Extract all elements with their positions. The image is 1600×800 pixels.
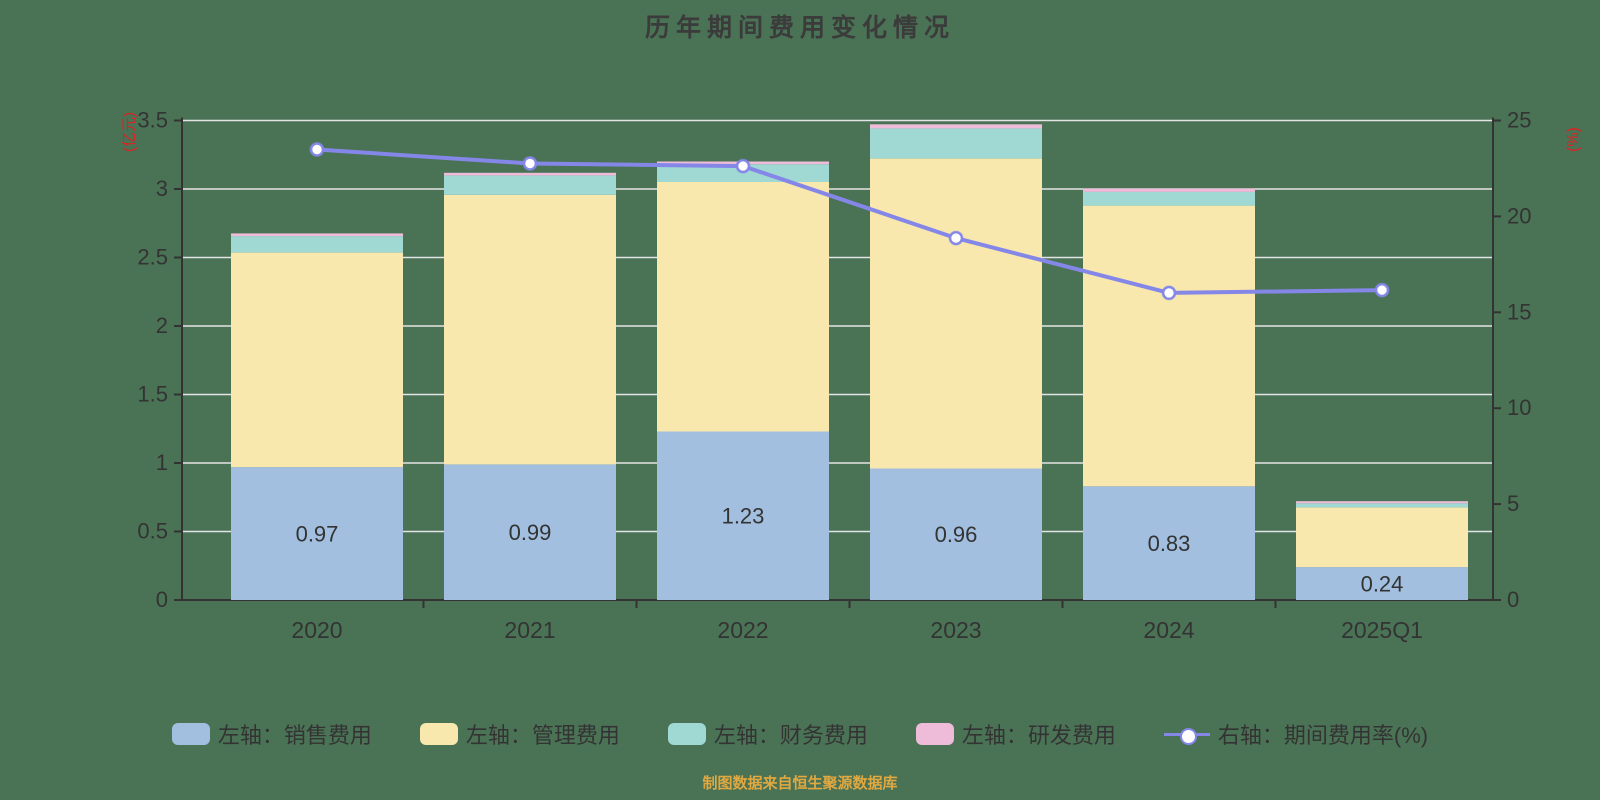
svg-text:2020: 2020 bbox=[291, 617, 342, 643]
svg-text:5: 5 bbox=[1507, 491, 1519, 516]
svg-text:2024: 2024 bbox=[1143, 617, 1194, 643]
svg-text:2025Q1: 2025Q1 bbox=[1341, 617, 1423, 643]
svg-text:2021: 2021 bbox=[504, 617, 555, 643]
svg-text:0: 0 bbox=[1507, 587, 1519, 612]
svg-text:0.97: 0.97 bbox=[296, 522, 339, 547]
svg-text:0.24: 0.24 bbox=[1361, 572, 1404, 597]
svg-text:0: 0 bbox=[156, 587, 168, 612]
svg-text:1.5: 1.5 bbox=[137, 382, 168, 407]
svg-text:3: 3 bbox=[156, 176, 168, 201]
svg-text:2: 2 bbox=[156, 313, 168, 338]
svg-text:1: 1 bbox=[156, 450, 168, 475]
svg-text:2023: 2023 bbox=[930, 617, 981, 643]
svg-text:0.5: 0.5 bbox=[137, 519, 168, 544]
svg-text:2.5: 2.5 bbox=[137, 245, 168, 270]
svg-text:25: 25 bbox=[1507, 108, 1531, 133]
svg-text:20: 20 bbox=[1507, 203, 1531, 228]
svg-text:0.99: 0.99 bbox=[509, 520, 552, 545]
svg-text:0.96: 0.96 bbox=[935, 522, 978, 547]
svg-text:2022: 2022 bbox=[717, 617, 768, 643]
svg-text:10: 10 bbox=[1507, 395, 1531, 420]
svg-text:3.5: 3.5 bbox=[137, 108, 168, 133]
svg-text:0.83: 0.83 bbox=[1148, 531, 1191, 556]
svg-text:15: 15 bbox=[1507, 299, 1531, 324]
svg-text:1.23: 1.23 bbox=[722, 504, 765, 529]
